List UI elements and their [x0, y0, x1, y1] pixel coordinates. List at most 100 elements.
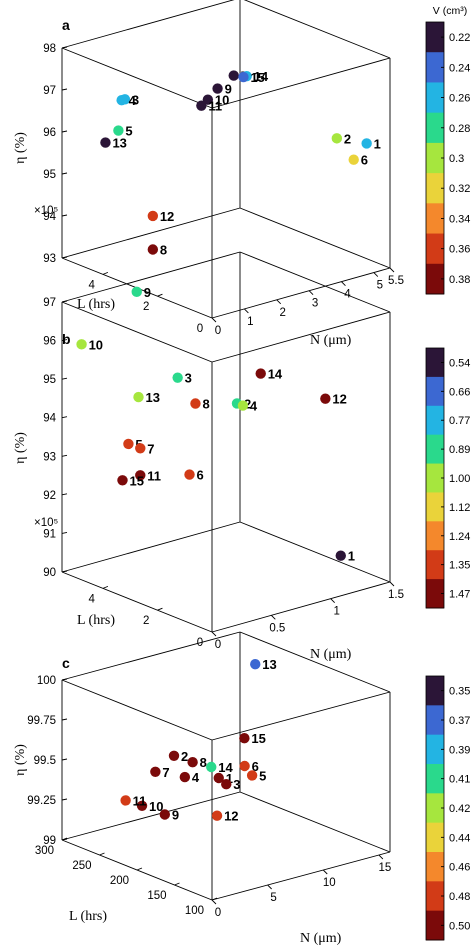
colorbar-tick-label: 0.26 — [449, 93, 470, 105]
chart-panel-c: c0510151001502002503009999.2599.599.7510… — [13, 631, 470, 946]
data-point — [184, 469, 195, 480]
point-label: 14 — [218, 760, 233, 775]
colorbar-tick-label: 0.38 — [449, 274, 470, 286]
x-tick-label: 5.5 — [388, 275, 404, 287]
data-point — [238, 71, 249, 83]
point-label: 7 — [147, 441, 154, 456]
colorbar: 0.35 0.37 0.39 0.41 0.42 0.44 0.46 0.48 0.50 — [425, 675, 470, 941]
point-label: 8 — [160, 243, 167, 258]
z-tick-mark — [61, 339, 68, 342]
z-tick-label: 98 — [43, 43, 56, 55]
colorbar-tick-label: 0.48 — [449, 891, 470, 903]
z-tick-label: 99.5 — [34, 755, 56, 767]
point-label: 2 — [344, 131, 351, 146]
z-tick-mark — [61, 256, 68, 259]
data-point — [147, 244, 159, 255]
colorbar-segment — [426, 348, 444, 378]
panel-title: c — [62, 655, 70, 671]
data-point — [172, 372, 183, 383]
data-point — [100, 137, 111, 148]
colorbar-tick-label: 0.22 — [449, 32, 470, 44]
point-label: 9 — [172, 808, 179, 823]
point-label: 11 — [133, 793, 147, 808]
colorbar-tick-label: 0.42 — [449, 803, 470, 815]
x-axis-label: N (μm) — [310, 647, 352, 662]
right-floor-edge — [239, 207, 391, 269]
colorbar-tick-label: 0.41 — [449, 774, 470, 786]
x-tick-mark — [271, 615, 276, 620]
data-point — [331, 133, 343, 144]
z-tick-mark — [61, 798, 68, 801]
colorbar-segment — [426, 822, 444, 853]
right-top-edge — [239, 251, 391, 313]
colorbar-tick-label: 0.35 — [449, 686, 470, 698]
z-tick-mark — [61, 718, 68, 721]
y-tick-label: 250 — [72, 860, 91, 872]
x-axis-label: N (μm) — [310, 333, 352, 348]
data-point — [120, 795, 131, 806]
point-label: 5 — [259, 768, 266, 783]
z-tick-label: 94 — [43, 413, 56, 425]
x-axis-label: N (μm) — [300, 931, 342, 946]
y-tick-mark — [102, 271, 109, 275]
point-label: 4 — [129, 93, 137, 108]
data-point — [213, 772, 224, 784]
data-point — [123, 438, 134, 450]
colorbar-segment — [426, 203, 444, 235]
right-floor-edge — [239, 521, 391, 583]
colorbar-tick-label: 0.37 — [449, 715, 470, 727]
point-label: 3 — [132, 92, 139, 107]
z-tick-label: 91 — [43, 528, 56, 540]
z-tick-label: 99 — [43, 835, 56, 847]
colorbar-title: V (cm³) — [433, 5, 467, 17]
back-floor-edge — [61, 207, 241, 259]
right-top-edge — [239, 631, 391, 693]
colorbar-tick-label: 0.36 — [449, 244, 470, 256]
x-tick-label: 1.5 — [388, 589, 404, 601]
colorbar-segment — [426, 233, 444, 265]
z-tick-label: 92 — [43, 490, 56, 502]
x-tick-label: 1 — [247, 316, 253, 328]
data-point — [228, 70, 239, 81]
data-point — [361, 138, 372, 149]
z-tick-mark — [61, 678, 68, 681]
colorbar-segment — [426, 173, 444, 204]
data-point — [133, 391, 144, 403]
y-tick-label: 300 — [35, 845, 54, 857]
x-tick-mark — [322, 869, 328, 875]
point-label: 15 — [129, 473, 143, 488]
data-point — [221, 779, 232, 790]
colorbar-segment — [426, 82, 444, 114]
y-exponent-label: ×10⁵ — [34, 205, 59, 217]
data-point — [187, 757, 198, 768]
point-label: 1 — [226, 771, 233, 786]
colorbar-tick-label: 0.32 — [449, 183, 470, 195]
colorbar-tick-label: 0.77 — [449, 415, 470, 427]
data-point — [150, 766, 161, 777]
x-tick-mark — [341, 281, 346, 286]
data-point — [212, 83, 223, 94]
z-tick-label: 95 — [43, 169, 56, 181]
data-point — [135, 443, 146, 454]
x-tick-label: 0 — [215, 639, 221, 651]
point-label: 1 — [374, 136, 381, 151]
point-label: 10 — [149, 799, 163, 814]
x-axis-line — [211, 851, 391, 901]
panel-title: b — [62, 331, 71, 347]
point-label: 4 — [192, 770, 200, 785]
z-tick-mark — [61, 130, 68, 133]
x-tick-label: 0 — [215, 907, 221, 919]
data-point — [250, 659, 261, 670]
colorbar: 0.54 0.66 0.77 0.89 1.00 1.12 1.24 1.35 1.47 — [425, 347, 470, 609]
y-tick-mark — [157, 293, 163, 297]
y-tick-mark — [102, 585, 109, 589]
z-tick-label: 93 — [43, 253, 56, 265]
x-tick-label: 10 — [323, 877, 336, 889]
point-label: 15 — [250, 70, 264, 85]
point-label: 5 — [125, 124, 132, 139]
z-tick-label: 97 — [43, 297, 56, 309]
back-floor-edge — [61, 521, 241, 573]
colorbar-tick-label: 0.24 — [449, 62, 470, 74]
point-label: 12 — [332, 392, 346, 407]
y-tick-mark — [99, 852, 105, 856]
